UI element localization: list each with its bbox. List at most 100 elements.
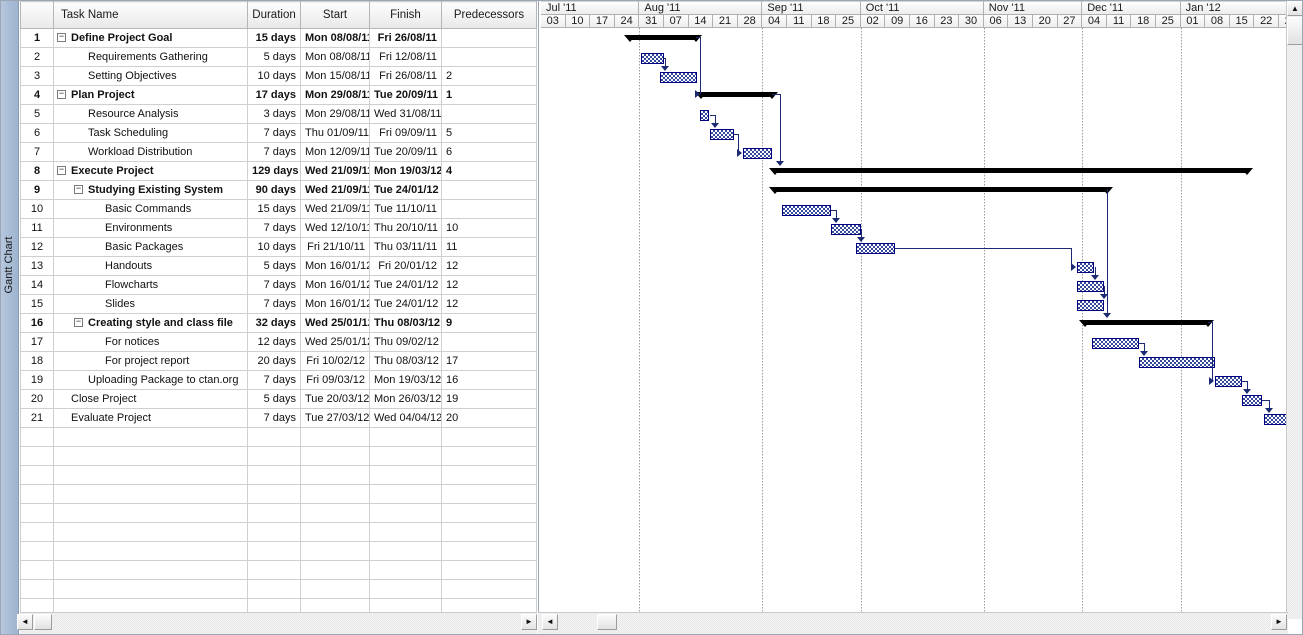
empty-table-row[interactable]	[20, 503, 537, 523]
predecessors-cell[interactable]: 5	[441, 123, 537, 143]
task-bar[interactable]	[1242, 395, 1262, 406]
table-row[interactable]: 12 Basic Packages 10 days Fri 21/10/11 Thu 0…	[20, 237, 537, 257]
left-hscroll-thumb[interactable]	[34, 614, 52, 630]
start-cell[interactable]: Tue 20/03/12	[300, 389, 370, 409]
start-cell[interactable]: Fri 09/03/12	[300, 370, 370, 390]
row-id-cell[interactable]: 3	[20, 66, 54, 86]
table-row[interactable]: 2 Requirements Gathering 5 days Mon 08/08/1…	[20, 47, 537, 67]
empty-table-row[interactable]	[20, 484, 537, 504]
scroll-up-button[interactable]: ▲	[1287, 1, 1302, 16]
empty-cell[interactable]	[369, 579, 442, 599]
row-id-cell[interactable]: 14	[20, 275, 54, 295]
finish-cell[interactable]: Tue 20/09/11	[369, 142, 442, 162]
start-cell[interactable]: Mon 16/01/12	[300, 294, 370, 314]
duration-cell[interactable]: 17 days	[247, 85, 301, 105]
task-table-pane[interactable]: Task Name Duration Start Finish Predeces…	[20, 1, 537, 634]
duration-cell[interactable]: 5 days	[247, 256, 301, 276]
empty-row-id-cell[interactable]	[20, 427, 54, 447]
task-bar[interactable]	[742, 148, 773, 159]
row-id-cell[interactable]: 17	[20, 332, 54, 352]
row-id-cell[interactable]: 21	[20, 408, 54, 428]
task-bar[interactable]	[1077, 281, 1105, 292]
empty-cell[interactable]	[441, 541, 537, 561]
duration-cell[interactable]: 5 days	[247, 389, 301, 409]
row-id-cell[interactable]: 9	[20, 180, 54, 200]
finish-cell[interactable]: Fri 12/08/11	[369, 47, 442, 67]
empty-cell[interactable]	[53, 560, 248, 580]
empty-cell[interactable]	[247, 484, 301, 504]
duration-cell[interactable]: 12 days	[247, 332, 301, 352]
empty-cell[interactable]	[441, 522, 537, 542]
summary-bar[interactable]	[1084, 320, 1208, 325]
empty-table-row[interactable]	[20, 427, 537, 447]
table-row[interactable]: 15 Slides 7 days Mon 16/01/12 Tue 24/01/12 12	[20, 294, 537, 314]
summary-bar[interactable]	[629, 35, 696, 40]
predecessors-cell[interactable]: 12	[441, 294, 537, 314]
task-name-cell[interactable]: Basic Commands	[53, 199, 248, 219]
empty-cell[interactable]	[300, 484, 370, 504]
empty-cell[interactable]	[369, 541, 442, 561]
column-header-duration[interactable]: Duration	[247, 1, 301, 29]
task-name-cell[interactable]: Basic Packages	[53, 237, 248, 257]
predecessors-cell[interactable]	[441, 47, 537, 67]
empty-row-id-cell[interactable]	[20, 484, 54, 504]
empty-cell[interactable]	[300, 503, 370, 523]
collapse-minus-icon[interactable]	[74, 317, 83, 327]
start-cell[interactable]: Mon 16/01/12	[300, 275, 370, 295]
task-bar[interactable]	[1077, 300, 1105, 311]
duration-cell[interactable]: 7 days	[247, 218, 301, 238]
task-name-cell[interactable]: Slides	[53, 294, 248, 314]
empty-cell[interactable]	[369, 465, 442, 485]
empty-table-row[interactable]	[20, 560, 537, 580]
row-id-cell[interactable]: 11	[20, 218, 54, 238]
duration-cell[interactable]: 3 days	[247, 104, 301, 124]
task-bar[interactable]	[1092, 338, 1139, 349]
empty-row-id-cell[interactable]	[20, 465, 54, 485]
view-bar[interactable]: Gantt Chart	[1, 1, 19, 634]
task-name-cell[interactable]: Uploading Package to ctan.org	[53, 370, 248, 390]
task-name-cell[interactable]: Evaluate Project	[53, 408, 248, 428]
empty-row-id-cell[interactable]	[20, 541, 54, 561]
task-name-cell[interactable]: Setting Objectives	[53, 66, 248, 86]
summary-bar[interactable]	[700, 92, 773, 97]
task-name-cell[interactable]: Creating style and class file	[53, 313, 248, 333]
empty-row-id-cell[interactable]	[20, 503, 54, 523]
empty-cell[interactable]	[300, 465, 370, 485]
table-row[interactable]: 21 Evaluate Project 7 days Tue 27/03/12 Wed …	[20, 408, 537, 428]
chart-hscroll-thumb[interactable]	[597, 614, 617, 630]
empty-cell[interactable]	[53, 465, 248, 485]
finish-cell[interactable]: Fri 09/09/11	[369, 123, 442, 143]
empty-cell[interactable]	[441, 446, 537, 466]
duration-cell[interactable]: 10 days	[247, 237, 301, 257]
task-name-cell[interactable]: Define Project Goal	[53, 28, 248, 48]
task-bar[interactable]	[1215, 376, 1243, 387]
predecessors-cell[interactable]	[441, 199, 537, 219]
task-bar[interactable]	[1077, 262, 1095, 273]
empty-cell[interactable]	[441, 427, 537, 447]
row-id-cell[interactable]: 15	[20, 294, 54, 314]
empty-row-id-cell[interactable]	[20, 446, 54, 466]
empty-cell[interactable]	[53, 446, 248, 466]
finish-cell[interactable]: Mon 26/03/12	[369, 389, 442, 409]
start-cell[interactable]: Thu 01/09/11	[300, 123, 370, 143]
empty-cell[interactable]	[53, 579, 248, 599]
task-bar[interactable]	[1264, 414, 1288, 425]
task-name-cell[interactable]: Resource Analysis	[53, 104, 248, 124]
duration-cell[interactable]: 20 days	[247, 351, 301, 371]
predecessors-cell[interactable]: 20	[441, 408, 537, 428]
finish-cell[interactable]: Tue 11/10/11	[369, 199, 442, 219]
duration-cell[interactable]: 7 days	[247, 408, 301, 428]
empty-cell[interactable]	[53, 522, 248, 542]
start-cell[interactable]: Mon 16/01/12	[300, 256, 370, 276]
start-cell[interactable]: Wed 21/09/11	[300, 199, 370, 219]
finish-cell[interactable]: Tue 24/01/12	[369, 275, 442, 295]
table-row[interactable]: 3 Setting Objectives 10 days Mon 15/08/11 Fr…	[20, 66, 537, 86]
predecessors-cell[interactable]: 9	[441, 313, 537, 333]
predecessors-cell[interactable]: 19	[441, 389, 537, 409]
start-cell[interactable]: Mon 08/08/11	[300, 47, 370, 67]
table-row[interactable]: 14 Flowcharts 7 days Mon 16/01/12 Tue 24/01/…	[20, 275, 537, 295]
table-row[interactable]: 17 For notices 12 days Wed 25/01/12 Thu 09/0…	[20, 332, 537, 352]
finish-cell[interactable]: Thu 03/11/11	[369, 237, 442, 257]
